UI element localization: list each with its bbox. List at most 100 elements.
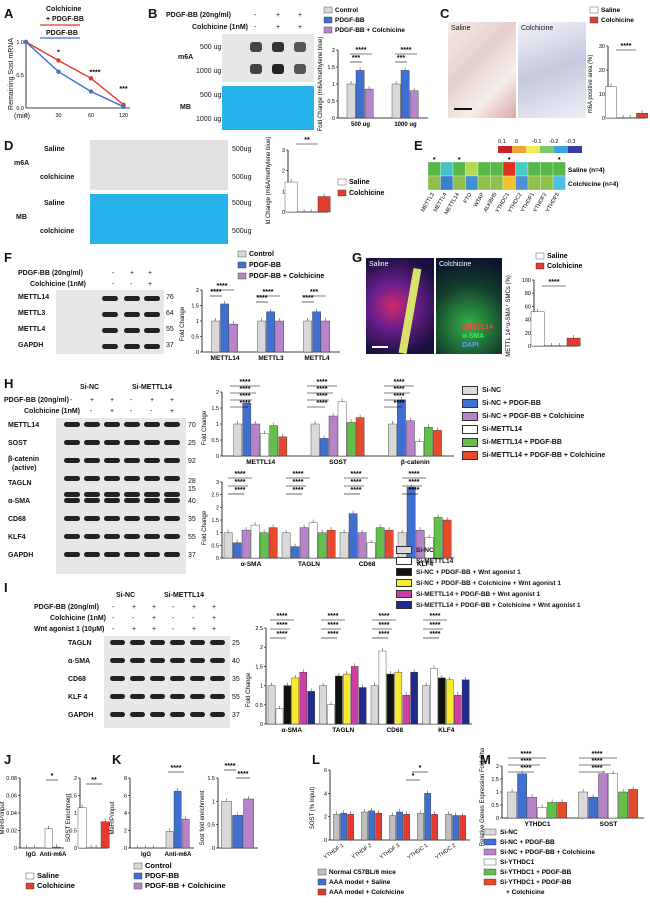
b-legend-swatch bbox=[323, 6, 333, 14]
a-y-tick-label: 0.5 bbox=[16, 73, 24, 79]
j2-ylabel: SOST Enrichment bbox=[66, 794, 72, 843]
e-heat-cell bbox=[515, 161, 529, 177]
i-row: α-SMA bbox=[68, 658, 91, 665]
i-wnt-label: Wnt agonist 1 (10μM) bbox=[34, 626, 105, 633]
h1-bar bbox=[406, 420, 415, 457]
i-bar bbox=[319, 685, 327, 725]
g-legend-swatch bbox=[535, 252, 545, 260]
b-pdgf-label: PDGF-BB (20ng/ml) bbox=[166, 12, 231, 19]
panel-label-c: C bbox=[440, 6, 450, 21]
a-x-tick-label: 60 bbox=[88, 113, 94, 119]
h-blot-band bbox=[104, 534, 120, 539]
h-blot-band bbox=[84, 476, 100, 481]
i-pdgf-label: PDGF-BB (20ng/ml) bbox=[34, 604, 99, 611]
i-kd: 37 bbox=[232, 712, 240, 719]
e-heat-cell bbox=[502, 161, 516, 177]
m-legend-label: + Colchicine bbox=[506, 889, 545, 896]
b-sign: + bbox=[298, 24, 303, 31]
l-bar bbox=[375, 812, 382, 841]
panel-label-e: E bbox=[414, 138, 423, 153]
b-sign: + bbox=[276, 12, 281, 19]
k1-category-label: Anti-m6A bbox=[165, 852, 192, 858]
h-group-sinc: Si-NC bbox=[80, 384, 100, 391]
h-legend-label: Si-METTL14 + PDGF-BB + Colchicine bbox=[482, 452, 606, 459]
m-legend-label: Si-YTHDC1 bbox=[500, 859, 535, 866]
k-legend-label: PDGF-BB bbox=[145, 871, 180, 880]
h-legend-swatch bbox=[462, 451, 478, 460]
l-legend-label: Normal C57BL/6 mice bbox=[329, 869, 396, 876]
i-legend-item: Si-METTL14 bbox=[396, 557, 581, 565]
f-kd: 55 bbox=[166, 326, 174, 333]
h2-bar bbox=[384, 529, 394, 559]
g-y-tick-label: 80 bbox=[525, 291, 531, 297]
c-y-tick-label: 30 bbox=[599, 44, 605, 50]
f-bar bbox=[220, 303, 229, 353]
i-legend-item: Si-METTL14 + PDGF-BB + Colchicine + Wnt … bbox=[396, 601, 581, 609]
f-bar bbox=[257, 320, 266, 353]
f-sign: + bbox=[148, 270, 153, 277]
h-group-simettl14: Si-METTL14 bbox=[132, 384, 173, 391]
i-bar bbox=[327, 704, 335, 725]
f-pdgf-label: PDGF-BB (20ng/ml) bbox=[18, 270, 83, 277]
k1-bar bbox=[173, 790, 182, 849]
e-heat-cell bbox=[440, 175, 454, 191]
f-row: GAPDH bbox=[18, 342, 44, 349]
i-legend: Si-NC Si-METTL14 Si-NC + PDGF-BB + Wnt ago… bbox=[396, 546, 581, 612]
h2-sig: **** bbox=[235, 479, 246, 486]
c-y-tick-label: 10 bbox=[599, 92, 605, 98]
i-bar bbox=[446, 679, 454, 725]
f-sig: **** bbox=[257, 295, 268, 302]
a-series-line bbox=[25, 41, 124, 106]
l-y-tick-label: 2 bbox=[324, 815, 327, 821]
h-blot-band bbox=[144, 422, 160, 427]
m-legend-label: Si-NC + PDGF-BB bbox=[500, 839, 555, 846]
i-blot-band bbox=[150, 694, 165, 699]
b-y-tick-label: 0 bbox=[332, 116, 335, 122]
c-colchicine-image: Colchicine bbox=[518, 22, 586, 118]
e-gene-label: FTO bbox=[463, 191, 474, 204]
b-ylabel: Fold Change (m6A/methylene blue) bbox=[318, 37, 324, 132]
i-western-blot bbox=[104, 636, 230, 728]
l-legend-label: AAA model + Colchicine bbox=[329, 889, 404, 896]
d-y-tick-label: 2 bbox=[282, 169, 285, 175]
f-legend-swatch bbox=[237, 272, 247, 280]
d-bar bbox=[284, 181, 298, 213]
h-legend-label: Si-NC + PDGF-BB bbox=[482, 400, 541, 407]
h1-bar bbox=[251, 423, 261, 457]
i-blot-band bbox=[210, 676, 225, 681]
a-point bbox=[23, 39, 29, 45]
b-ug1: 500 ug bbox=[200, 44, 222, 51]
h-blot-band bbox=[144, 440, 160, 445]
i-sig: **** bbox=[277, 622, 288, 629]
i-sign: + bbox=[132, 604, 137, 611]
f-bar bbox=[275, 320, 284, 353]
h1-sig: **** bbox=[240, 379, 251, 386]
h-blot-band bbox=[104, 422, 120, 427]
b-y-tick-label: 2 bbox=[332, 48, 335, 54]
e-sig: * bbox=[558, 157, 561, 164]
f-col-label: Colchicine (1nM) bbox=[30, 281, 87, 288]
h-legend-swatch bbox=[462, 425, 478, 434]
f-y-tick-label: 1 bbox=[196, 319, 199, 325]
h1-sig: **** bbox=[317, 400, 328, 407]
i-sign: + bbox=[152, 604, 157, 611]
h-blot-band bbox=[124, 534, 140, 539]
panel-label-j: J bbox=[4, 752, 12, 767]
i-legend-swatch bbox=[396, 590, 412, 598]
c-saline-image: Saline bbox=[448, 22, 516, 118]
b-bar bbox=[400, 70, 410, 119]
f-category-label: METTL14 bbox=[211, 355, 240, 362]
h2-bar bbox=[250, 524, 260, 559]
a-sig: *** bbox=[119, 86, 127, 93]
h2-sig: **** bbox=[293, 471, 304, 478]
h-blot-band bbox=[104, 492, 120, 497]
panel-label-g: G bbox=[352, 250, 363, 265]
f-sig: **** bbox=[303, 295, 314, 302]
h2-sig: **** bbox=[409, 471, 420, 478]
c-bar bbox=[605, 86, 617, 119]
h-legend: Si-NC Si-NC + PDGF-BB Si-NC + PDGF-BB + Co… bbox=[462, 386, 605, 464]
i-blot-band bbox=[110, 676, 125, 681]
a-ylabel: Remaining Sost mRNA bbox=[7, 38, 15, 110]
h2-category-label: CD68 bbox=[359, 561, 376, 568]
i-sig: **** bbox=[277, 631, 288, 638]
